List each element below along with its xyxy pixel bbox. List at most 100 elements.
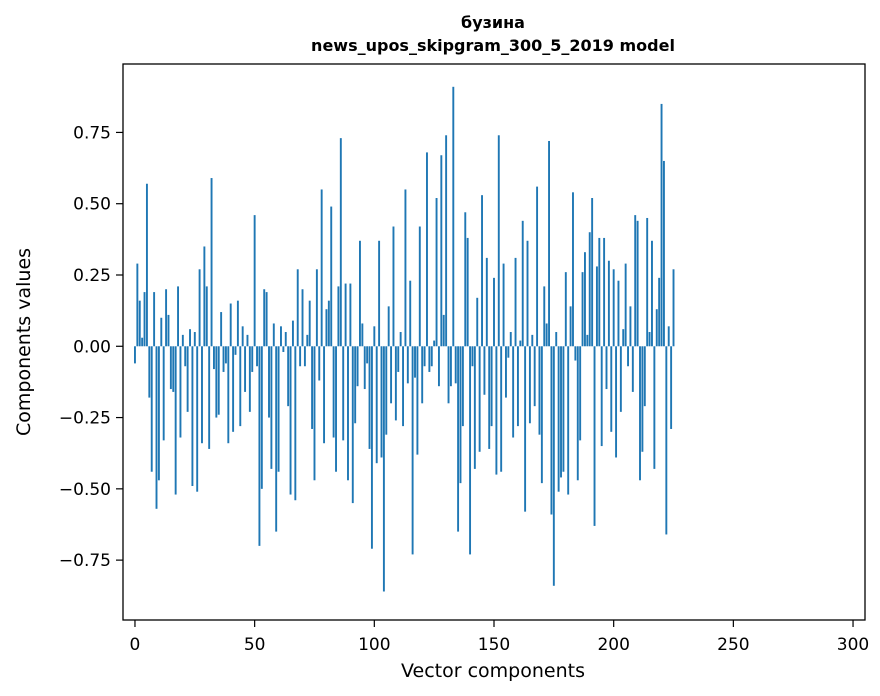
bar [196,346,199,492]
bar [576,346,579,481]
bar [461,346,464,427]
bar [538,346,541,435]
bar [368,346,371,449]
bar [315,269,318,347]
bar [270,346,273,469]
bar [150,346,153,472]
bar [624,263,627,347]
bar [236,300,239,347]
bar [672,269,675,347]
bar [636,220,639,347]
bar [169,346,172,390]
plot-frame [122,63,866,621]
bar [600,346,603,447]
bar [280,326,282,347]
bar [258,346,261,546]
y-axis-ticks: −0.75 −0.50 −0.25 0.00 0.25 0.50 0.75 [59,123,123,571]
bar [153,292,156,347]
bar [619,346,622,412]
bar [473,346,476,469]
bar [667,326,670,347]
bar [172,346,175,392]
bar [610,346,613,432]
y-tick-label: 0.25 [73,266,111,286]
bar [251,346,254,372]
bar [500,346,503,472]
bar [284,332,287,347]
bar [387,306,390,347]
bar [268,346,270,418]
bar [533,346,536,407]
bar [239,346,242,427]
bar [208,346,211,449]
bar [507,346,510,358]
bar [402,346,404,427]
y-tick-label: −0.75 [59,551,111,571]
bar [665,346,668,535]
x-tick-label: 150 [478,635,510,655]
bar [416,346,419,455]
bar [603,237,606,347]
bar [433,340,436,347]
bar [502,263,505,347]
bar [646,217,649,347]
x-axis-ticks: 0 50 100 150 200 250 300 [130,620,869,655]
bar [540,346,543,484]
bar [557,346,560,492]
x-tick-label: 250 [717,635,749,655]
bar [306,334,309,347]
bar [260,346,263,489]
bar [217,346,220,415]
bar [658,277,661,347]
bar [411,346,414,555]
bar [201,346,203,444]
bar [189,329,191,347]
bar [562,346,565,472]
bar [651,240,653,347]
bar [545,323,548,347]
bar [382,346,385,592]
bar [198,269,201,347]
x-axis-label: Vector components [401,660,585,682]
bar [399,332,402,347]
bar [299,346,302,367]
x-tick-label: 100 [358,635,390,655]
bar [617,280,620,347]
bar [437,346,440,387]
bar [605,346,608,390]
bar [490,346,493,427]
bar [342,346,345,441]
bar [378,240,381,347]
bar [641,346,644,452]
bar [574,346,577,361]
chart-subtitle: news_upos_skipgram_300_5_2019 model [311,36,675,55]
bar [536,186,539,347]
bar [215,346,218,418]
bar [521,220,524,347]
bar [414,346,416,378]
bar [588,232,591,347]
bar [560,346,562,478]
bar [229,303,232,347]
bar [660,103,663,347]
bar [205,286,208,347]
bar [581,272,584,347]
bar [495,346,498,475]
bar [327,300,330,347]
bar [481,195,483,347]
bar [311,346,314,429]
bar [138,300,141,347]
bar [662,160,665,347]
bar [337,286,340,347]
bar [248,346,251,412]
bar [512,346,515,438]
bar [579,346,582,441]
bar [629,306,632,347]
bar [485,257,488,347]
bar [282,346,285,352]
bar [332,346,335,438]
bars-group [134,86,675,592]
bar [385,346,388,435]
bar [184,346,187,367]
